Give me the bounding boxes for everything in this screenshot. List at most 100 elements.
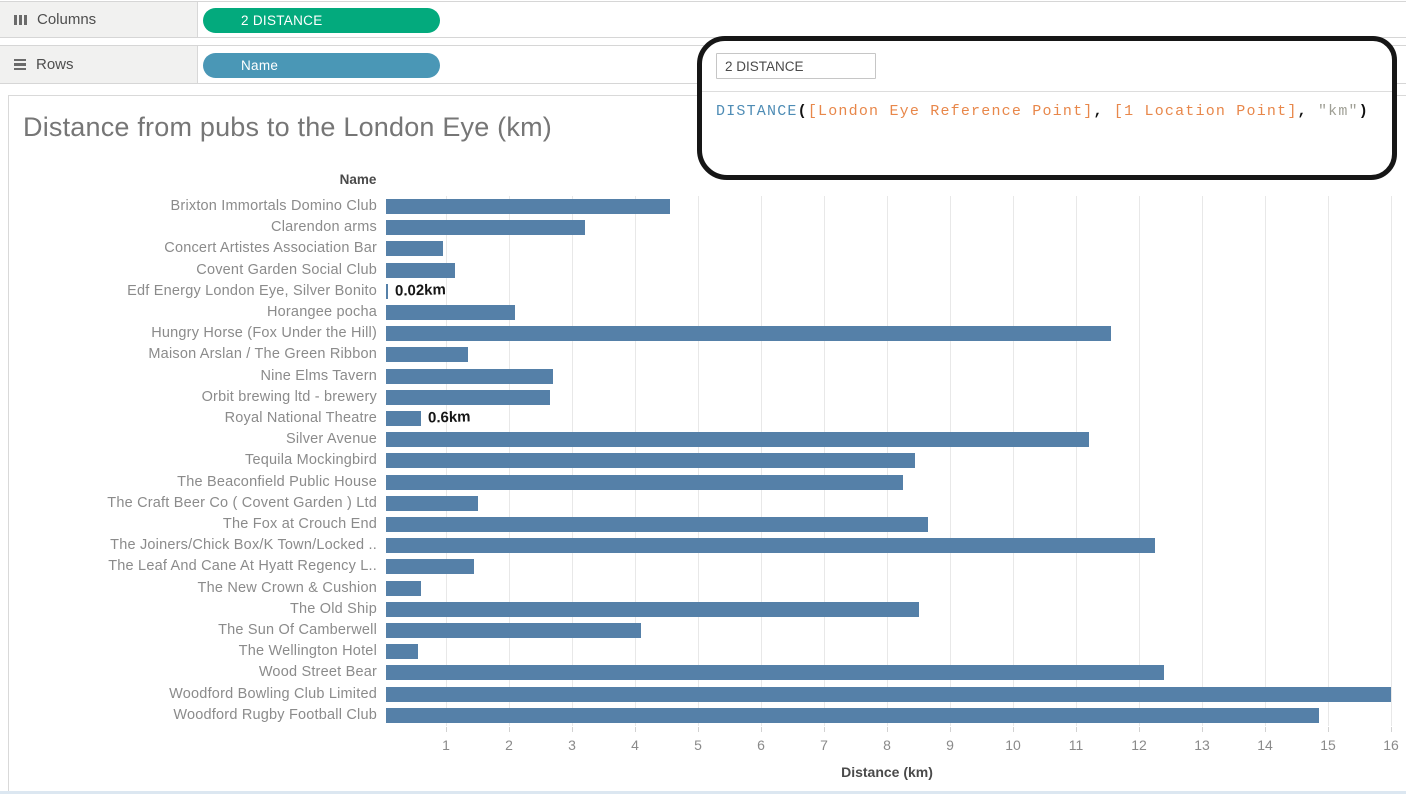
row-label[interactable]: The Leaf And Cane At Hyatt Regency L.. [108,558,377,575]
axis-tick-label: 8 [883,737,891,753]
formula-token-plain [1104,103,1114,120]
rows-pill-name[interactable]: Name [203,53,440,78]
formula-token-field: [1 Location Point] [1113,103,1298,120]
axis-tick-label: 1 [442,737,450,753]
row-label[interactable]: Covent Garden Social Club [196,261,377,278]
axis-tick-mark [1139,727,1140,732]
row-label[interactable]: The Fox at Crouch End [222,516,377,532]
row-label[interactable]: The Sun Of Camberwell [218,622,377,638]
rows-shelf-label-area: Rows [0,46,198,83]
columns-pill-distance[interactable]: 2 DISTANCE [203,8,440,33]
row-label[interactable]: Nine Elms Tavern [260,367,377,384]
row-label[interactable]: The New Crown & Cushion [197,579,377,596]
axis-tick-label: 5 [694,737,702,753]
bar[interactable] [386,580,421,596]
calculation-formula[interactable]: DISTANCE([London Eye Reference Point], [… [716,103,1382,120]
row-label[interactable]: Silver Avenue [285,431,377,448]
bar[interactable] [386,241,443,257]
formula-token-op: ) [1358,103,1369,120]
row-label[interactable]: Horangee pocha [266,304,377,320]
row-label[interactable]: Clarendon arms [271,219,377,236]
row-label[interactable]: Royal National Theatre [224,410,377,426]
axis-tick-mark [1265,727,1266,732]
axis-tick-mark [824,727,825,732]
row-label[interactable]: Concert Artistes Association Bar [164,240,377,257]
row-label[interactable]: The Old Ship [289,600,377,617]
formula-token-str: "km" [1317,103,1359,120]
row-label[interactable]: Woodford Bowling Club Limited [169,685,377,702]
formula-token-op: ( [797,103,808,120]
row-label[interactable]: The Beaconfield Public House [177,473,377,490]
row-label[interactable]: The Wellington Hotel [238,643,377,660]
row-label[interactable]: The Joiners/Chick Box/K Town/Locked .. [110,537,377,554]
gridline [1391,196,1392,726]
bar[interactable] [386,644,418,660]
calculation-name-input[interactable] [716,53,876,79]
bar[interactable] [386,686,1391,702]
bar[interactable] [386,368,554,384]
bar[interactable] [386,432,1089,448]
columns-shelf-label: Columns [37,11,97,28]
columns-shelf-label-area: Columns [0,2,198,37]
row-label[interactable]: Woodford Rugby Football Club [173,706,377,723]
bar[interactable] [386,453,916,469]
axis-tick-mark [635,727,636,732]
axis-tick-mark [887,727,888,732]
gridline [1139,196,1140,726]
axis-tick-mark [1391,727,1392,732]
bar[interactable] [386,326,1111,342]
gridline [1202,196,1203,726]
bar[interactable] [386,305,516,320]
axis-tick-label: 15 [1320,737,1336,753]
formula-token-field: [London Eye Reference Point] [807,103,1094,120]
bar[interactable] [386,389,550,405]
axis-tick-label: 7 [820,737,828,753]
axis-tick-label: 11 [1068,737,1084,753]
bar[interactable] [386,601,919,617]
row-label[interactable]: Hungry Horse (Fox Under the Hill) [151,325,377,342]
bar[interactable] [386,411,421,426]
axis-tick-label: 3 [568,737,576,753]
bar[interactable] [386,347,469,363]
row-label[interactable]: Orbit brewing ltd - brewery [201,388,377,405]
bar[interactable] [386,495,478,511]
bottom-strip [0,791,1406,794]
formula-token-plain [1308,103,1318,120]
axis-tick-mark [761,727,762,732]
row-label[interactable]: Tequila Mockingbird [245,452,377,469]
formula-token-fn: DISTANCE [716,103,798,120]
calculation-editor-popup: DISTANCE([London Eye Reference Point], [… [697,36,1397,180]
axis-tick-mark [509,727,510,732]
bar[interactable] [386,623,642,638]
bar[interactable] [386,220,585,236]
bar[interactable] [386,707,1319,723]
chart-title: Distance from pubs to the London Eye (km… [23,112,552,142]
axis-tick-mark [446,727,447,732]
formula-token-op: , [1093,103,1104,120]
rows-field-header: Name [339,172,377,187]
x-axis-title: Distance (km) [841,764,933,780]
axis-tick-mark [1076,727,1077,732]
axis-tick-mark [572,727,573,732]
bar[interactable] [386,199,670,214]
axis-tick-mark [1202,727,1203,732]
row-label[interactable]: Brixton Immortals Domino Club [170,198,377,214]
row-label[interactable]: Edf Energy London Eye, Silver Bonito [127,282,377,299]
row-label[interactable]: Maison Arslan / The Green Ribbon [148,346,377,363]
bar[interactable] [386,538,1155,554]
gridline [1265,196,1266,726]
axis-tick-label: 6 [757,737,765,753]
bar[interactable] [386,283,388,299]
rows-icon [14,58,26,71]
bar[interactable] [386,474,903,490]
bar[interactable] [386,559,475,575]
bar[interactable] [386,517,928,532]
axis-tick-label: 14 [1257,737,1273,753]
bar[interactable] [386,665,1165,681]
columns-shelf: Columns 2 DISTANCE [0,1,1406,38]
row-label[interactable]: Wood Street Bear [258,664,377,681]
axis-tick-mark [698,727,699,732]
row-label[interactable]: The Craft Beer Co ( Covent Garden ) Ltd [107,494,377,511]
axis-tick-label: 9 [946,737,954,753]
bar[interactable] [386,262,456,278]
